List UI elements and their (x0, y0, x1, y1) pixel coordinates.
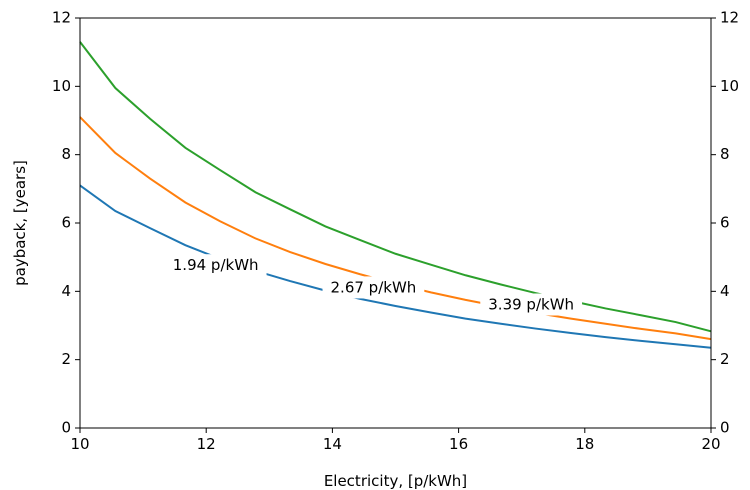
y-tick-label: 4 (61, 282, 71, 300)
x-tick-label: 14 (323, 435, 342, 453)
plot-frame (79, 17, 712, 429)
x-tick-label: 10 (70, 435, 89, 453)
y-right-tick-label: 12 (720, 9, 739, 27)
y-right-tick-label: 10 (720, 77, 739, 95)
y-axis-label: payback, [years] (11, 160, 29, 286)
x-tick-label: 16 (449, 435, 468, 453)
axes (79, 17, 712, 429)
y-tick-label: 6 (61, 214, 71, 232)
inline-label-1: 1.94 p/kWh (173, 256, 259, 274)
inline-label-bg-3 (480, 293, 583, 316)
plot-lines (79, 41, 712, 349)
y-right-tick-label: 8 (720, 145, 730, 163)
x-tick-label: 12 (197, 435, 216, 453)
x-axis-label: Electricity, [p/kWh] (324, 472, 467, 490)
inline-label-bg-1 (164, 254, 267, 277)
series-line-1 (79, 184, 712, 349)
inline-labels: 1.94 p/kWh 2.67 p/kWh 3.39 p/kWh (173, 256, 574, 313)
inline-label-bg-2 (322, 276, 425, 299)
y-tick-label: 0 (61, 419, 71, 437)
x-tick-label: 20 (701, 435, 720, 453)
y-tick-label: 2 (61, 350, 71, 368)
y-tick-label: 12 (52, 9, 71, 27)
y-tick-label: 8 (61, 145, 71, 163)
y-right-tick-label: 4 (720, 282, 730, 300)
y-right-tick-label: 6 (720, 214, 730, 232)
inline-label-backgrounds (164, 254, 583, 316)
inline-label-2: 2.67 p/kWh (331, 278, 417, 296)
y-right-tick-label: 0 (720, 419, 730, 437)
x-tick-label: 18 (575, 435, 594, 453)
y-tick-label: 10 (52, 77, 71, 95)
series-line-3 (79, 41, 712, 333)
inline-label-3: 3.39 p/kWh (488, 296, 574, 314)
y-right-tick-label: 2 (720, 350, 730, 368)
